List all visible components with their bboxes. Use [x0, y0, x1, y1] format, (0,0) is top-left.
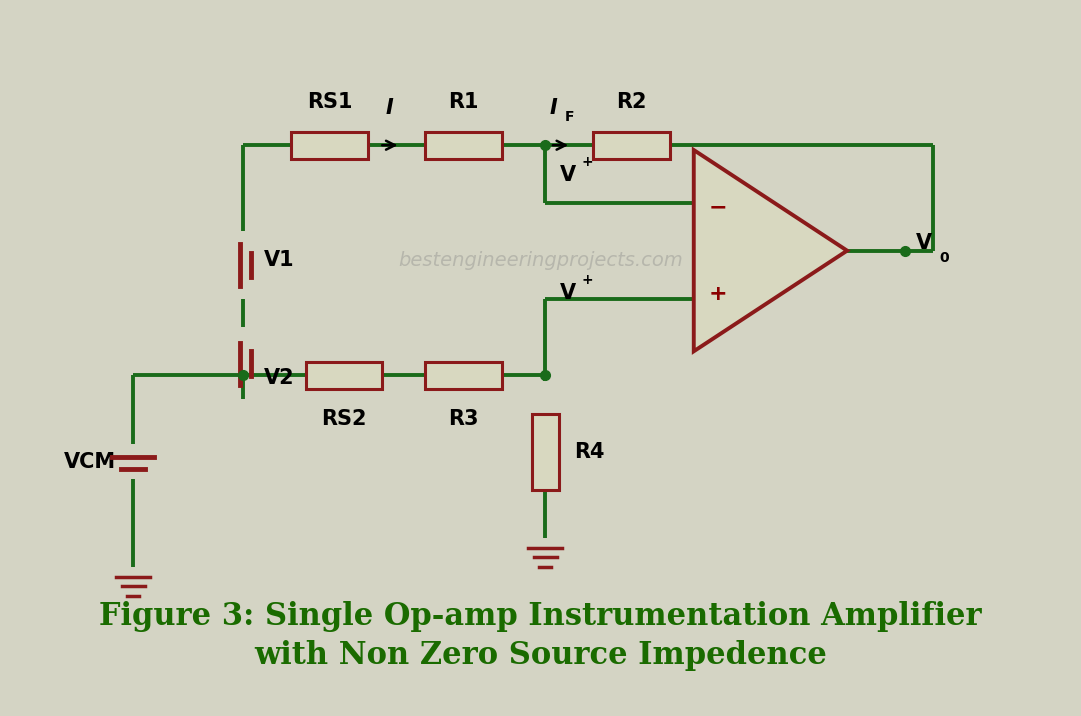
Bar [306, 362, 383, 389]
Text: R2: R2 [616, 92, 646, 112]
Text: +: + [582, 273, 593, 287]
Text: with Non Zero Source Impedence: with Non Zero Source Impedence [254, 639, 827, 671]
Text: RS2: RS2 [321, 409, 366, 429]
Text: 0: 0 [939, 251, 949, 266]
Text: R4: R4 [574, 442, 604, 462]
Polygon shape [694, 150, 848, 352]
Text: R1: R1 [449, 92, 479, 112]
Text: V1: V1 [265, 250, 295, 270]
Bar [426, 132, 502, 159]
Text: R3: R3 [449, 409, 479, 429]
Text: F: F [564, 110, 574, 124]
Text: +: + [708, 284, 728, 304]
Text: V: V [560, 284, 576, 304]
Text: −: − [708, 198, 728, 218]
Text: I: I [385, 98, 392, 118]
Text: RS1: RS1 [307, 92, 352, 112]
Bar [593, 132, 670, 159]
Bar [291, 132, 368, 159]
Text: bestengineeringprojects.com: bestengineeringprojects.com [398, 251, 683, 270]
Text: VCM: VCM [64, 452, 116, 472]
Text: I: I [550, 98, 558, 118]
Text: V2: V2 [265, 368, 295, 388]
Text: +: + [582, 155, 593, 169]
Bar [532, 414, 559, 490]
Bar [426, 362, 502, 389]
Text: V: V [560, 165, 576, 185]
Text: Figure 3: Single Op-amp Instrumentation Amplifier: Figure 3: Single Op-amp Instrumentation … [99, 601, 982, 632]
Text: V: V [916, 233, 932, 253]
